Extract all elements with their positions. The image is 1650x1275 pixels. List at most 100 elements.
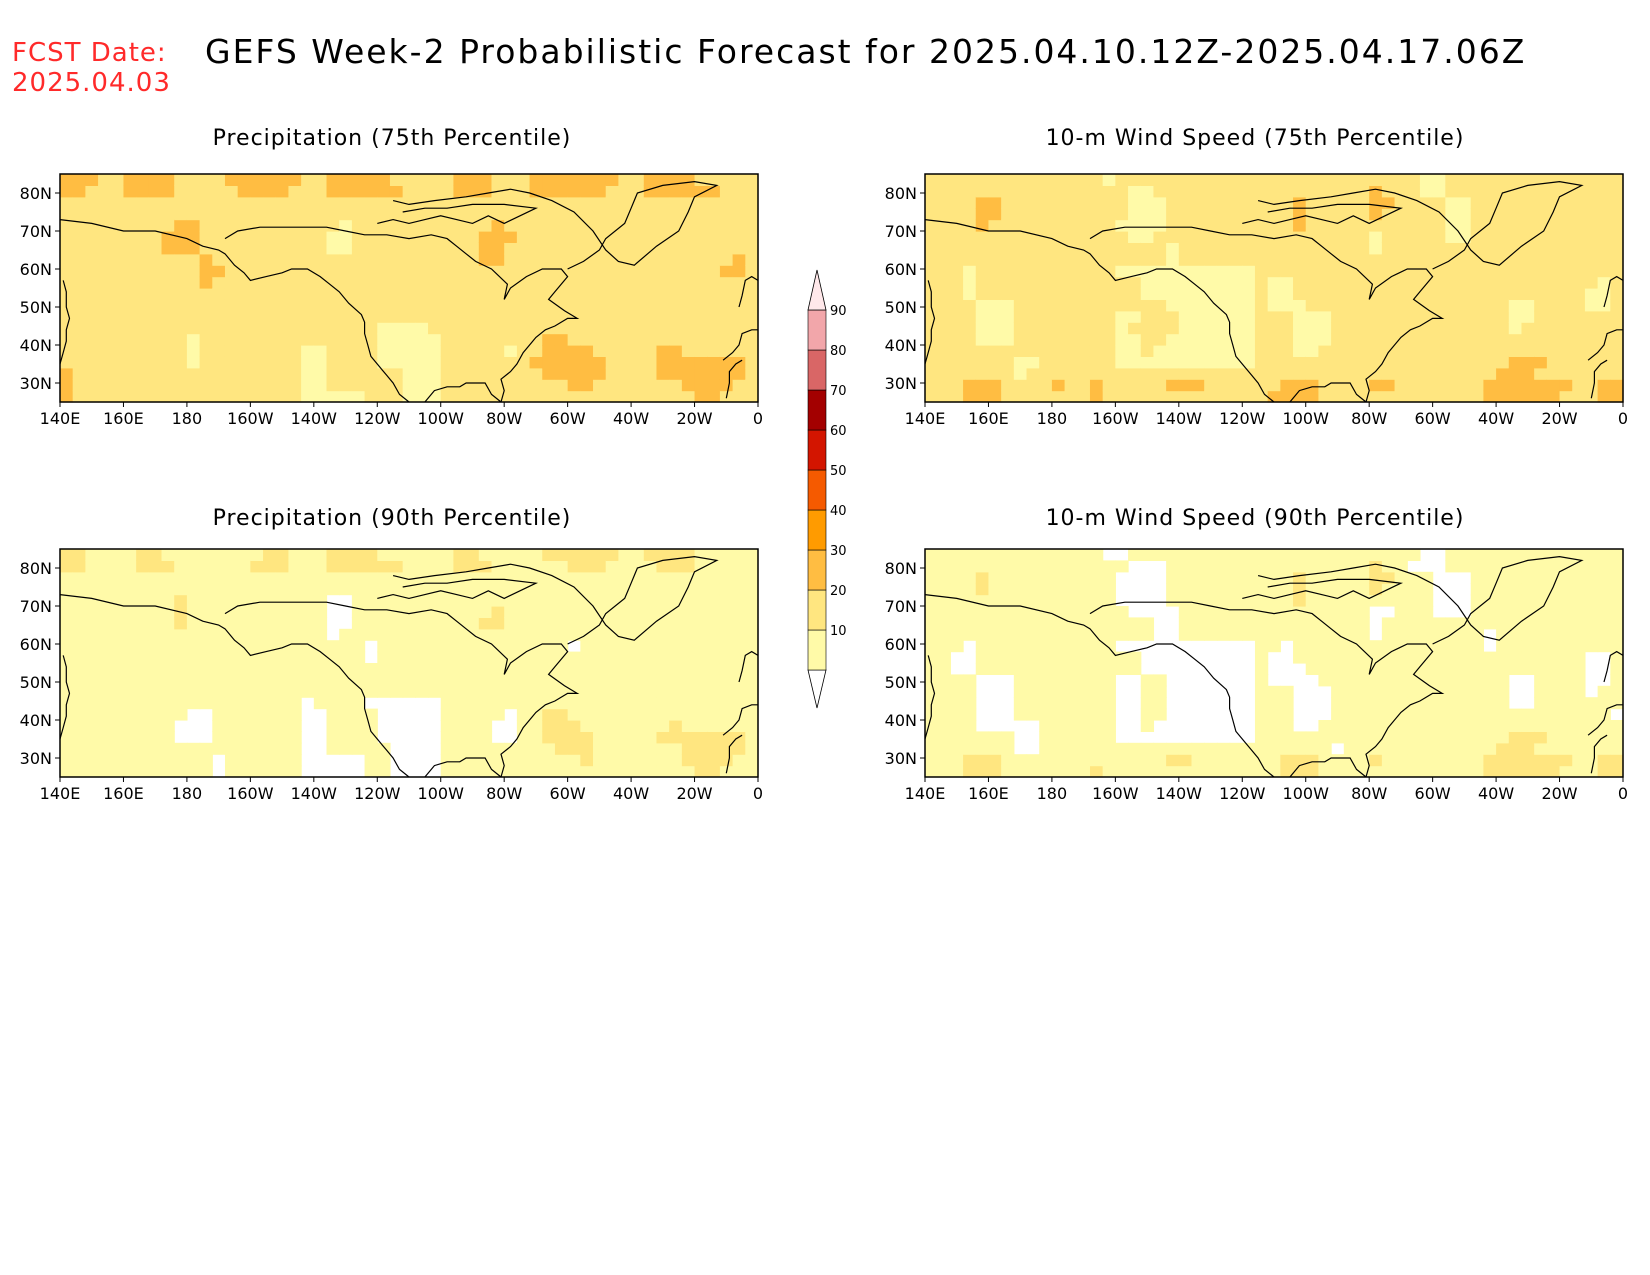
y-tick-label: 70N	[885, 222, 917, 241]
x-tick-label: 140E	[40, 409, 81, 428]
x-tick-label: 120W	[1219, 784, 1266, 803]
y-tick-label: 70N	[20, 597, 52, 616]
x-tick-label: 180	[1037, 409, 1068, 428]
field-shading	[60, 174, 759, 403]
x-tick-label: 180	[172, 784, 203, 803]
colorbar-segment	[807, 469, 827, 511]
map-frame	[924, 173, 1624, 403]
colorbar-segment	[807, 629, 827, 671]
x-tick-label: 160W	[227, 409, 274, 428]
y-tick-label: 60N	[885, 635, 917, 654]
colorbar-label: 80	[830, 344, 847, 359]
map-precip-90: 140E 160E 180 160W 140W 120W 100W 80W 60W 40W 20W 0…	[20, 548, 763, 803]
x-tick-label: 120W	[1219, 409, 1266, 428]
colorbar-label: 70	[830, 384, 847, 399]
coastlines	[924, 555, 1624, 778]
map-frame	[59, 548, 759, 778]
x-tick-label: 100W	[418, 784, 465, 803]
panel-title-wind-90: 10-m Wind Speed (90th Percentile)	[1045, 506, 1465, 531]
colorbar-label: 30	[830, 544, 847, 559]
y-tick-label: 60N	[20, 260, 52, 279]
x-tick-label: 80W	[1351, 409, 1387, 428]
x-tick-label: 40W	[1478, 409, 1514, 428]
x-tick-label: 20W	[676, 409, 712, 428]
coastlines	[59, 555, 759, 778]
colorbar-segment	[807, 309, 827, 351]
coastlines	[59, 180, 759, 403]
x-tick-label: 0	[753, 409, 763, 428]
x-tick-label: 140W	[1156, 784, 1203, 803]
x-tick-label: 100W	[1283, 784, 1330, 803]
y-tick-label: 50N	[885, 673, 917, 692]
map-precip-75: 140E 160E 180 160W 140W 120W 100W 80W 60W 40W 20W 0…	[20, 173, 763, 428]
panel-title-wind-75: 10-m Wind Speed (75th Percentile)	[1045, 126, 1465, 151]
colorbar-legend: 10 20 30 40 50 60 70 80 90	[807, 269, 847, 709]
y-tick-label: 80N	[20, 559, 52, 578]
x-tick-label: 160W	[1092, 784, 1139, 803]
x-tick-label: 160W	[1092, 409, 1139, 428]
x-tick-label: 60W	[1415, 409, 1451, 428]
x-tick-label: 100W	[418, 409, 465, 428]
x-tick-label: 140W	[291, 784, 338, 803]
x-tick-label: 0	[753, 784, 763, 803]
page-title: GEFS Week-2 Probabilistic Forecast for 2…	[205, 32, 1527, 71]
x-tick-label: 160E	[968, 409, 1009, 428]
x-tick-label: 160E	[103, 784, 144, 803]
y-tick-label: 50N	[20, 298, 52, 317]
colorbar-label: 20	[830, 584, 847, 599]
x-tick-label: 60W	[550, 784, 586, 803]
colorbar-high-arrow	[807, 269, 827, 311]
y-tick-label: 40N	[20, 336, 52, 355]
panel-title-precip-90: Precipitation (90th Percentile)	[212, 506, 572, 531]
x-tick-label: 0	[1618, 409, 1628, 428]
y-tick-label: 30N	[20, 374, 52, 393]
x-tick-label: 0	[1618, 784, 1628, 803]
colorbar-segment	[807, 589, 827, 631]
y-tick-label: 50N	[20, 673, 52, 692]
forecast-date-label: FCST Date:	[12, 38, 167, 68]
y-tick-label: 30N	[20, 749, 52, 768]
x-tick-label: 40W	[613, 409, 649, 428]
x-tick-label: 60W	[1415, 784, 1451, 803]
y-tick-label: 30N	[885, 749, 917, 768]
colorbar-segment	[807, 429, 827, 471]
x-tick-label: 160E	[103, 409, 144, 428]
y-tick-label: 30N	[885, 374, 917, 393]
x-tick-label: 80W	[486, 409, 522, 428]
x-tick-label: 60W	[550, 409, 586, 428]
x-tick-label: 40W	[1478, 784, 1514, 803]
map-wind-75: 140E 160E 180 160W 140W 120W 100W 80W 60W 40W 20W 0…	[885, 173, 1628, 428]
field-shading	[925, 174, 1624, 403]
map-wind-90: 140E 160E 180 160W 140W 120W 100W 80W 60W 40W 20W 0…	[885, 548, 1628, 803]
colorbar-label: 90	[830, 304, 847, 319]
x-tick-label: 80W	[1351, 784, 1387, 803]
x-tick-label: 160E	[968, 784, 1009, 803]
map-frame	[924, 548, 1624, 778]
x-tick-label: 20W	[1541, 409, 1577, 428]
y-tick-label: 70N	[885, 597, 917, 616]
x-tick-label: 20W	[1541, 784, 1577, 803]
y-tick-label: 40N	[885, 711, 917, 730]
field-shading	[60, 549, 759, 778]
y-tick-label: 80N	[885, 184, 917, 203]
x-tick-label: 140E	[40, 784, 81, 803]
y-tick-label: 60N	[885, 260, 917, 279]
x-tick-label: 140E	[905, 784, 946, 803]
colorbar-segment	[807, 349, 827, 391]
colorbar-low-arrow	[807, 669, 827, 709]
x-tick-label: 120W	[354, 784, 401, 803]
colorbar-segment	[807, 389, 827, 431]
colorbar-label: 10	[830, 624, 847, 639]
x-tick-label: 140W	[291, 409, 338, 428]
map-frame	[59, 173, 759, 403]
y-tick-label: 80N	[20, 184, 52, 203]
x-tick-label: 140E	[905, 409, 946, 428]
y-tick-label: 40N	[20, 711, 52, 730]
x-tick-label: 120W	[354, 409, 401, 428]
panel-title-precip-75: Precipitation (75th Percentile)	[212, 126, 572, 151]
forecast-date-value: 2025.04.03	[12, 68, 171, 98]
x-tick-label: 180	[1037, 784, 1068, 803]
x-tick-label: 40W	[613, 784, 649, 803]
colorbar-label: 60	[830, 424, 847, 439]
y-tick-label: 60N	[20, 635, 52, 654]
